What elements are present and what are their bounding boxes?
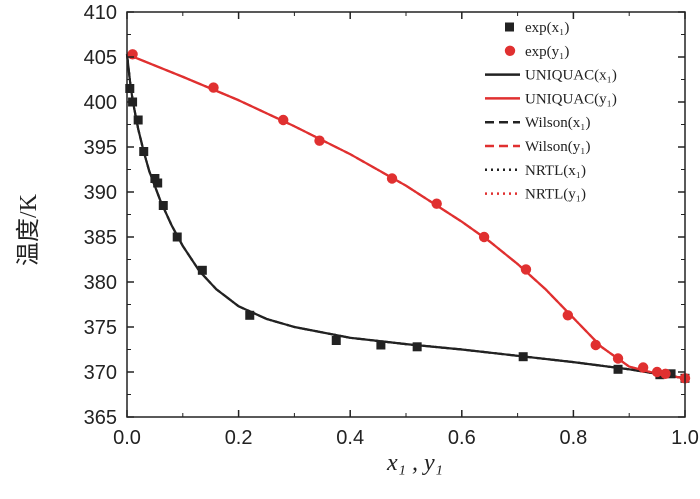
data-point-x1 bbox=[245, 310, 255, 320]
legend-label: NRTL(x₁) bbox=[525, 163, 586, 179]
x-axis-label: x₁ , y₁ bbox=[386, 450, 443, 476]
y-tick-label: 400 bbox=[84, 92, 117, 114]
legend-label: UNIQUAC(y₁) bbox=[525, 91, 617, 107]
data-point-x1 bbox=[172, 232, 182, 242]
data-point-x1 bbox=[197, 265, 207, 275]
data-point-y1 bbox=[127, 49, 138, 60]
data-point-x1 bbox=[139, 147, 149, 156]
data-point-x1 bbox=[518, 352, 528, 362]
data-point-x1 bbox=[153, 178, 163, 188]
data-point-x1 bbox=[412, 342, 422, 352]
series-line-6 bbox=[125, 54, 686, 380]
y-tick-label: 385 bbox=[84, 227, 117, 249]
data-point-y1 bbox=[612, 353, 624, 364]
legend-label: exp(x₁) bbox=[525, 20, 569, 36]
data-point-x1 bbox=[376, 340, 386, 350]
data-point-y1 bbox=[660, 368, 671, 379]
data-point-y1 bbox=[208, 82, 219, 93]
data-point-x1 bbox=[613, 364, 623, 374]
legend-label: NRTL(y₁) bbox=[525, 187, 586, 203]
y-tick-label: 395 bbox=[84, 137, 117, 159]
data-point-y1 bbox=[590, 339, 601, 351]
legend: exp(x₁) exp(y₁) UNIQUAC(x₁) UNIQUAC(y₁) Wils… bbox=[485, 20, 617, 203]
data-point-y1 bbox=[431, 198, 442, 209]
legend-label: UNIQUAC(x₁) bbox=[525, 68, 617, 84]
legend-label: Wilson(y₁) bbox=[525, 139, 590, 155]
x-tick-label: 0.2 bbox=[225, 427, 253, 449]
x-tick-label: 0.0 bbox=[113, 427, 141, 449]
legend-label: exp(y₁) bbox=[525, 44, 569, 60]
data-point-y1 bbox=[386, 173, 398, 184]
data-point-y1 bbox=[278, 114, 289, 126]
y-tick-label: 365 bbox=[84, 407, 117, 429]
data-point-y1 bbox=[562, 310, 574, 321]
x-tick-label: 0.6 bbox=[448, 427, 476, 449]
y-tick-label: 375 bbox=[84, 317, 117, 339]
y-tick-label: 405 bbox=[84, 47, 117, 69]
y-tick-label: 390 bbox=[84, 182, 117, 204]
plot-area bbox=[125, 49, 691, 384]
y-tick-label: 380 bbox=[84, 272, 117, 294]
data-point-y1 bbox=[478, 231, 490, 243]
x-tick-label: 1.0 bbox=[671, 427, 699, 449]
data-point-x1 bbox=[331, 336, 341, 345]
x-tick-label: 0.4 bbox=[336, 427, 364, 449]
data-point-y1 bbox=[651, 366, 663, 378]
data-point-y1 bbox=[314, 135, 325, 146]
y-tick-label: 370 bbox=[84, 362, 117, 384]
data-point-y1 bbox=[637, 362, 649, 373]
legend-label: Wilson(x₁) bbox=[525, 115, 590, 131]
series-line-7 bbox=[126, 53, 686, 380]
y-axis-label: 温度/K bbox=[15, 193, 42, 266]
data-point-x1 bbox=[666, 369, 676, 379]
data-point-x1 bbox=[133, 115, 143, 125]
data-point-x1 bbox=[125, 84, 135, 93]
x-tick-label: 0.8 bbox=[559, 427, 587, 449]
data-point-x1 bbox=[158, 201, 168, 210]
legend-marker-square bbox=[505, 22, 514, 32]
data-point-y1 bbox=[520, 264, 532, 275]
axes: 0.0 0.2 0.4 0.6 0.8 1.0 365 370 375 380 385 390 395 4… bbox=[84, 2, 699, 449]
legend-marker-circle bbox=[504, 45, 516, 56]
y-tick-label: 410 bbox=[84, 2, 117, 24]
